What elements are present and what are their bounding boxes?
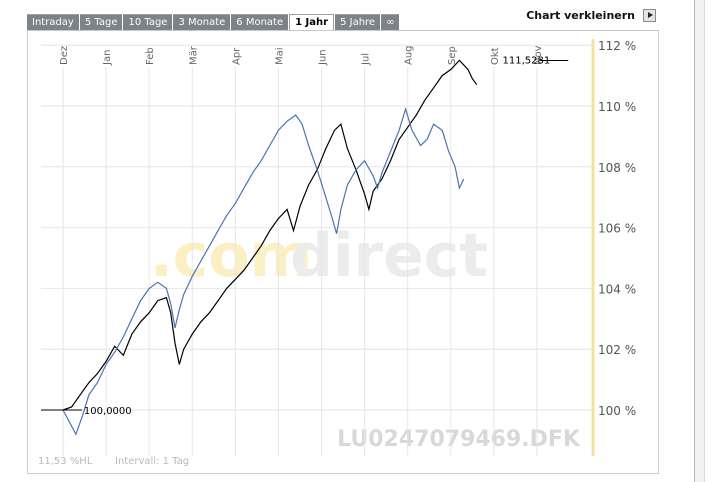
range-hl-label: 11,53 %HL [38, 456, 93, 467]
tab-6-monate[interactable]: 6 Monate [231, 14, 289, 31]
chart-shrink-link[interactable]: Chart verkleinern [526, 9, 635, 22]
vertical-scrollbar[interactable] [694, 0, 705, 482]
x-tick-label: Jul [361, 53, 372, 66]
x-tick-label: Aug [404, 45, 415, 65]
y-tick-label: 102 % [598, 343, 636, 357]
start-value-label: 100,0000 [84, 406, 132, 417]
y-tick-label: 106 % [598, 222, 636, 236]
x-axis: Dez Jan Feb Mär Apr Mai Jun Jul Aug Sep Okt Nov [59, 45, 544, 66]
series-lines [62, 59, 478, 436]
interval-label: Intervall: 1 Tag [115, 456, 190, 467]
watermark-brand-prefix: .com [150, 221, 312, 291]
grid [41, 39, 595, 456]
y-tick-label: 112 % [598, 39, 636, 53]
y-axis: 100 % 102 % 104 % 106 % 108 % 110 % 112 % [598, 39, 636, 418]
tab-max[interactable]: ∞ [381, 14, 400, 31]
y-tick-label: 100 % [598, 404, 636, 418]
tab-1-jahr[interactable]: 1 Jahr [289, 14, 335, 31]
tab-5-jahre[interactable]: 5 Jahre [335, 14, 381, 31]
chart-frame [27, 31, 659, 474]
tab-divider [27, 30, 659, 31]
y-tick-label: 108 % [598, 161, 636, 175]
tab-5-tage[interactable]: 5 Tage [79, 14, 123, 31]
x-tick-label: Feb [145, 47, 156, 65]
tab-intraday[interactable]: Intraday [27, 14, 79, 31]
play-arrow-icon[interactable] [643, 9, 656, 22]
x-tick-label: Mai [274, 47, 285, 65]
annotations: 100,0000 111,5281 [41, 55, 569, 417]
y-tick-label: 110 % [598, 100, 636, 114]
series-line-main [62, 59, 478, 411]
x-tick-label: Jan [102, 50, 113, 66]
x-tick-label: Jun [318, 49, 329, 66]
watermark-brand-suffix: direct [290, 221, 488, 291]
tab-3-monate[interactable]: 3 Monate [173, 14, 231, 31]
watermark: .com direct LU0247079469.DFK [150, 221, 581, 452]
x-tick-label: Sep [447, 46, 458, 65]
time-range-tabs: Intraday 5 Tage 10 Tage 3 Monate 6 Monat… [27, 14, 400, 31]
high-value-label: 111,5281 [503, 55, 551, 66]
series-line-compare [62, 106, 465, 436]
x-tick-label: Apr [231, 47, 242, 65]
x-tick-label: Dez [59, 46, 70, 65]
window-edge [704, 0, 723, 482]
watermark-symbol: LU0247079469.DFK [337, 427, 581, 452]
y-tick-label: 104 % [598, 282, 636, 296]
x-tick-label: Mär [188, 45, 199, 65]
x-tick-label: Okt [490, 47, 501, 65]
x-tick-label: Nov [533, 45, 544, 65]
tab-10-tage[interactable]: 10 Tage [123, 14, 173, 31]
